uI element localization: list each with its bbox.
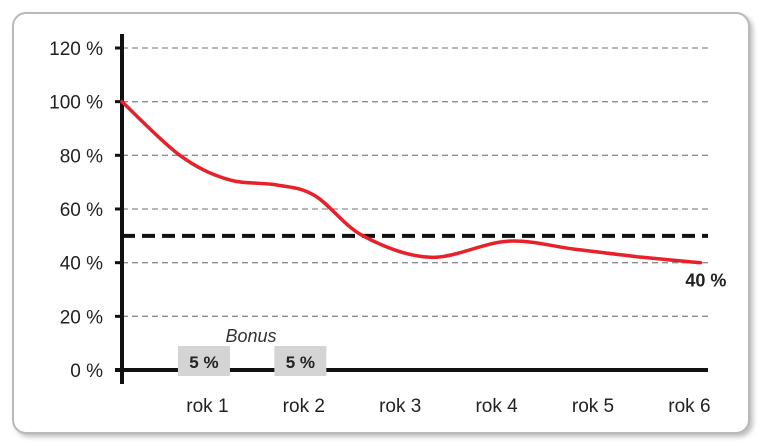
y-tick-label: 120 % [49,39,103,60]
x-tick-label: rok 5 [572,396,614,417]
y-tick-label: 0 % [70,361,103,382]
end-value-label: 40 % [685,271,726,291]
bonus-label: Bonus [225,326,276,346]
series-line-0 [120,99,703,265]
x-tick-label: rok 1 [186,396,228,417]
y-tick-label: 100 % [49,93,103,114]
y-tick-label: 20 % [60,307,103,328]
y-tick-label: 60 % [60,200,103,221]
bonus-badge [177,346,230,376]
chart-frame [12,12,750,434]
y-tick-label: 40 % [60,254,103,275]
y-tick-label: 80 % [60,146,103,167]
bonus-badge-label: 5 % [286,353,315,372]
x-tick-label: rok 3 [379,396,421,417]
x-tick-label: rok 2 [283,396,325,417]
bonus-badge-label: 5 % [189,353,218,372]
x-tick-label: rok 6 [668,396,710,417]
bonus-badge [274,346,327,376]
x-tick-label: rok 4 [475,396,518,417]
